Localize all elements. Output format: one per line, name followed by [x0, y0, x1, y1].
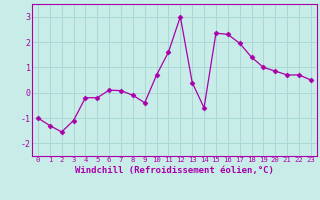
X-axis label: Windchill (Refroidissement éolien,°C): Windchill (Refroidissement éolien,°C) [75, 166, 274, 175]
